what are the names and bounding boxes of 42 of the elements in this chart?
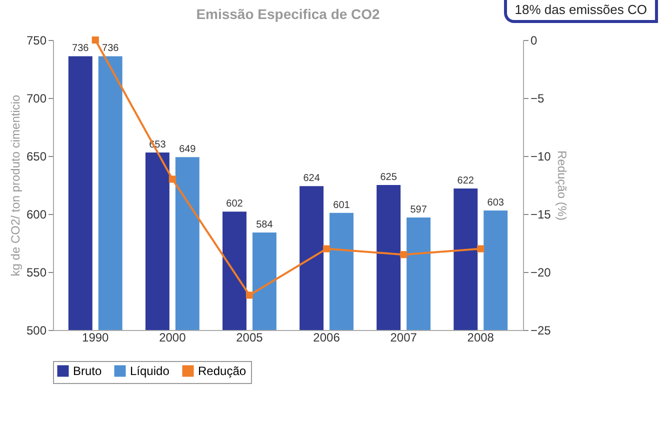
- data-label: 602: [226, 198, 244, 210]
- point: [168, 176, 176, 183]
- x-tick-label: 2006: [313, 330, 340, 344]
- y-tick-label: 550: [26, 266, 47, 280]
- legend-label: Redução: [198, 364, 246, 378]
- y-tick-label: 500: [26, 324, 47, 338]
- point: [92, 36, 99, 44]
- data-label: 622: [457, 175, 474, 186]
- x-tick-label: 2008: [467, 330, 494, 344]
- y2-tick-label: −10: [530, 150, 552, 164]
- y2-axis-title: Redução (%): [554, 150, 569, 221]
- data-label: 601: [333, 200, 350, 211]
- data-label: 736: [102, 43, 120, 54]
- x-tick-label: 2000: [159, 330, 186, 344]
- y-tick-label: 650: [26, 150, 47, 164]
- y-tick-label: 750: [26, 34, 47, 48]
- speech-bubble: 18% das emissões CO: [504, 0, 658, 23]
- legend-label: Bruto: [73, 364, 102, 378]
- data-label: 624: [303, 173, 320, 184]
- x-tick-label: 2005: [236, 330, 264, 344]
- data-label: 603: [487, 198, 504, 209]
- chart-title: Emissão Especifica de CO2: [196, 6, 380, 22]
- data-label: 649: [179, 144, 196, 156]
- y2-tick-label: 0: [530, 34, 538, 48]
- legend-label: Líquido: [130, 364, 170, 378]
- data-label: 584: [256, 220, 274, 231]
- point: [477, 245, 484, 252]
- y2-tick-label: −15: [530, 208, 552, 222]
- y2-tick-label: −5: [530, 92, 545, 106]
- x-tick-label: 2007: [390, 330, 418, 344]
- y2-tick-label: −25: [530, 324, 552, 338]
- data-label: 625: [380, 172, 398, 183]
- point: [400, 251, 408, 258]
- y-tick-label: 700: [26, 92, 47, 106]
- y-tick-label: 600: [26, 208, 47, 222]
- point: [322, 245, 330, 252]
- x-tick-label: 1990: [82, 330, 110, 344]
- data-label: 597: [410, 204, 428, 216]
- y2-tick-label: −20: [530, 266, 552, 280]
- point: [246, 292, 254, 299]
- data-label: 736: [72, 43, 90, 54]
- y-axis-title: kg de CO2/ ton produto cimenticio: [8, 94, 22, 276]
